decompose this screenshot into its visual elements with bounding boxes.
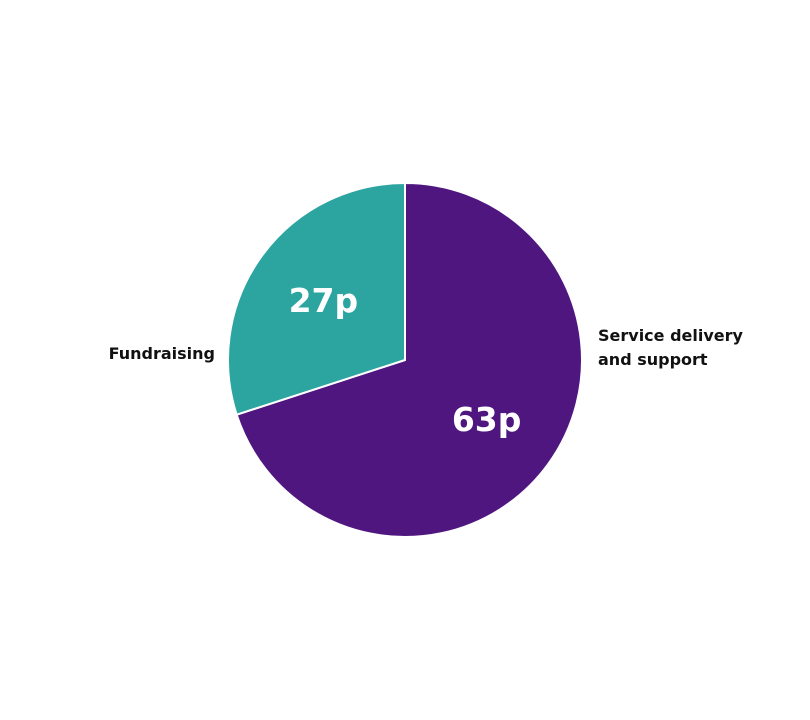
pie-value-label: 27p bbox=[289, 281, 359, 320]
pie-category-label: Fundraising bbox=[109, 344, 215, 363]
pie-slice-fundraising bbox=[227, 182, 406, 416]
pie-value-label: 63p bbox=[452, 400, 522, 439]
pie-slice-service-delivery-and-support bbox=[235, 182, 583, 538]
pie-value-labels: 63p 27p bbox=[289, 281, 522, 439]
pie-category-label: Service delivery and support bbox=[598, 326, 744, 369]
pie-category-labels: Service delivery and support Fundraising bbox=[109, 326, 744, 369]
pie-slices bbox=[227, 182, 583, 538]
